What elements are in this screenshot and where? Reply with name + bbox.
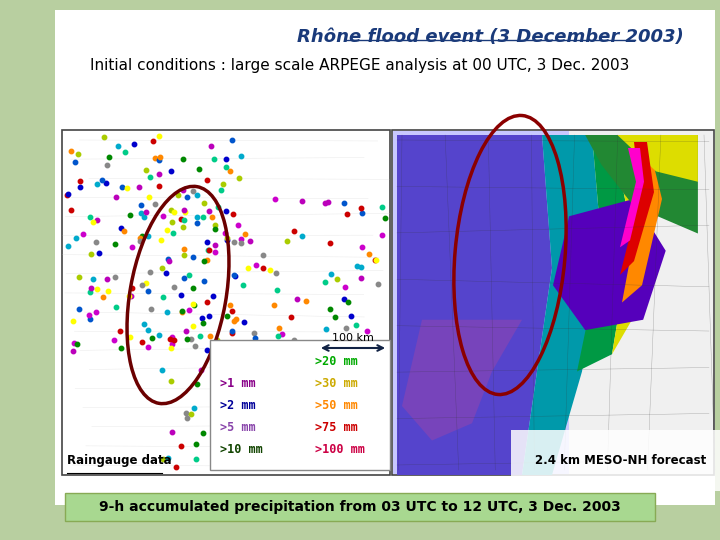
Polygon shape — [585, 135, 698, 233]
Polygon shape — [610, 148, 644, 247]
Text: >20 mm: >20 mm — [315, 355, 358, 368]
Text: 100 km: 100 km — [332, 333, 374, 343]
Text: 9-h accumulated precipitation from 03 UTC to 12 UTC, 3 Dec. 2003: 9-h accumulated precipitation from 03 UT… — [99, 500, 621, 514]
Polygon shape — [472, 135, 602, 475]
Polygon shape — [402, 320, 522, 441]
Text: Initial conditions : large scale ARPEGE analysis at 00 UTC, 3 Dec. 2003: Initial conditions : large scale ARPEGE … — [90, 58, 630, 73]
Polygon shape — [597, 142, 654, 275]
Text: >75 mm: >75 mm — [315, 421, 358, 434]
Bar — [65, 493, 655, 521]
Polygon shape — [552, 135, 652, 354]
Bar — [393, 131, 713, 474]
Text: >5 mm: >5 mm — [220, 421, 256, 434]
Polygon shape — [397, 135, 552, 475]
Polygon shape — [582, 138, 662, 302]
Polygon shape — [522, 135, 632, 372]
Bar — [62, 130, 390, 475]
Polygon shape — [618, 135, 698, 182]
Bar — [392, 130, 714, 475]
Text: >10 mm: >10 mm — [220, 443, 263, 456]
Text: >2 mm: >2 mm — [220, 399, 256, 412]
Text: Rhône flood event (3 December 2003): Rhône flood event (3 December 2003) — [297, 28, 683, 46]
Text: >1 mm: >1 mm — [220, 377, 256, 390]
Text: >100 mm: >100 mm — [315, 443, 365, 456]
Text: >50 mm: >50 mm — [315, 399, 358, 412]
Polygon shape — [553, 199, 666, 330]
Text: 2.4 km MESO-NH forecast: 2.4 km MESO-NH forecast — [535, 454, 706, 467]
Bar — [210, 340, 390, 470]
Bar — [569, 131, 713, 474]
Text: >30 mm: >30 mm — [315, 377, 358, 390]
Text: Raingauge data: Raingauge data — [67, 454, 171, 467]
